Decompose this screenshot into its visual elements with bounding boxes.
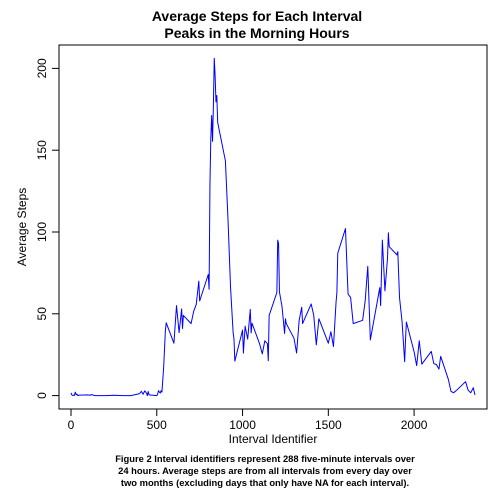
- x-axis-title: Interval Identifier: [229, 432, 318, 446]
- y-axis: 0 50 100 150 200: [35, 58, 60, 399]
- y-tick-label: 200: [35, 58, 49, 78]
- series-layer: [70, 57, 476, 397]
- y-tick-label: 100: [35, 222, 49, 242]
- caption-line-2: 24 hours. Average steps are from all int…: [118, 465, 412, 476]
- x-axis: 0 500 1000 1500 2000: [68, 408, 428, 432]
- x-tick-label: 500: [147, 418, 167, 432]
- y-tick-label: 0: [35, 392, 49, 399]
- chart-title-line-2: Peaks in the Morning Hours: [164, 25, 349, 41]
- caption-line-3: two months (excluding days that only hav…: [121, 477, 409, 488]
- x-tick-label: 1500: [315, 418, 342, 432]
- x-tick-label: 0: [68, 418, 75, 432]
- x-tick-label: 1000: [229, 418, 256, 432]
- y-axis-title: Average Steps: [15, 188, 29, 267]
- caption-line-1: Figure 2 Interval identifiers represent …: [115, 453, 415, 464]
- plot-frame: [58, 44, 488, 410]
- y-tick-label: 150: [35, 140, 49, 160]
- series-line: [70, 57, 476, 397]
- x-tick-label: 2000: [401, 418, 428, 432]
- chart-title-line-1: Average Steps for Each Interval: [152, 8, 362, 24]
- y-tick-label: 50: [35, 307, 49, 321]
